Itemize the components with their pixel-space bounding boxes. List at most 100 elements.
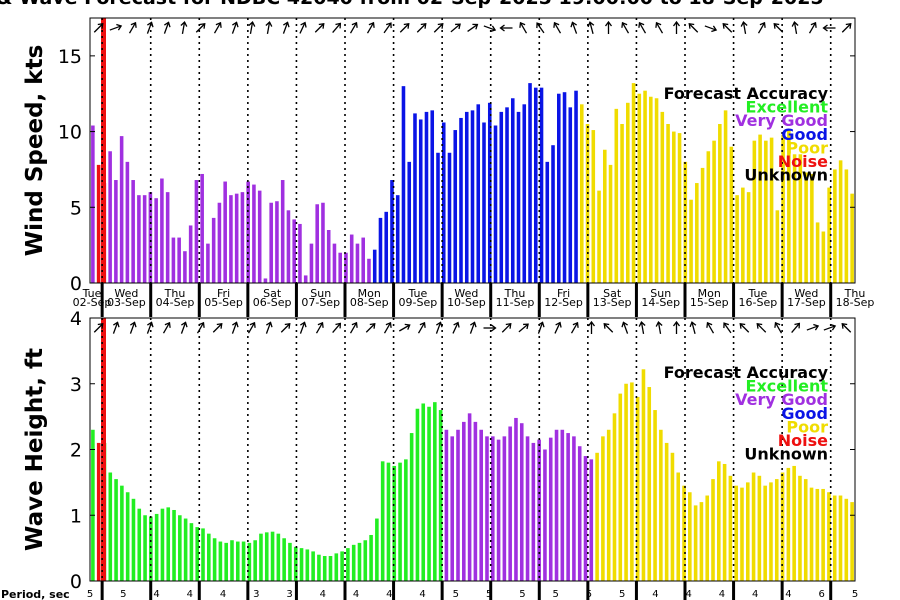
- bar-wave: [91, 429, 95, 581]
- bar-wind: [395, 195, 400, 283]
- day-label-date: 06-Sep: [253, 296, 292, 309]
- period-labels: 5 5 4 4 4 3 3 4 4 4 4 5 5 5 5 5 5 4 4 4 4 4 6 5: [87, 589, 858, 600]
- day-label-dow: Mon: [698, 287, 721, 300]
- bar-wave: [195, 527, 200, 581]
- bar-wave: [682, 485, 686, 581]
- bar-wind: [689, 199, 693, 283]
- direction-arrow: [282, 21, 290, 34]
- day-label-date: 09-Sep: [399, 296, 438, 309]
- direction-arrow: [587, 21, 595, 34]
- direction-arrow: [399, 22, 410, 33]
- noise-marker-wind: [101, 18, 106, 283]
- direction-arrow: [332, 322, 342, 334]
- bar-wind: [539, 87, 544, 283]
- legend-item: Noise: [778, 152, 828, 171]
- legend-item: Unknown: [744, 166, 828, 185]
- bar-wave: [259, 533, 263, 581]
- bar-wind: [384, 211, 389, 283]
- direction-arrow: [180, 321, 188, 334]
- day-label-date: 03-Sep: [107, 296, 146, 309]
- bar-wave: [120, 485, 124, 581]
- day-label-date: 18-Sep: [836, 296, 875, 309]
- bar-wave: [490, 436, 495, 581]
- bar-wind: [246, 181, 250, 283]
- direction-arrow: [180, 21, 188, 35]
- bar-wave: [473, 421, 478, 581]
- period-value: 4: [220, 589, 226, 600]
- legend-item: Unknown: [744, 445, 828, 464]
- bar-wave: [415, 408, 420, 581]
- bar-wave: [815, 488, 820, 581]
- bar-wave: [160, 508, 165, 581]
- bar-wave: [264, 532, 269, 581]
- direction-arrow: [499, 24, 513, 32]
- direction-arrow: [638, 21, 647, 34]
- bar-wind: [91, 125, 95, 283]
- direction-arrow: [603, 322, 614, 333]
- direction-arrow: [265, 321, 273, 334]
- direction-arrow: [587, 320, 596, 334]
- bar-wind: [643, 90, 647, 283]
- direction-arrow: [536, 22, 545, 34]
- bar-wave: [369, 534, 373, 581]
- bar-wave: [531, 442, 536, 581]
- bar-wind: [752, 140, 757, 283]
- direction-arrow: [688, 22, 699, 33]
- bar-wind: [211, 217, 216, 283]
- bar-wind: [677, 133, 682, 283]
- direction-arrow: [452, 321, 460, 334]
- bar-wind: [660, 111, 665, 283]
- bar-wind: [200, 173, 204, 283]
- bar-wind: [177, 237, 181, 283]
- period-value: 4: [785, 589, 791, 600]
- bar-wind: [280, 180, 285, 283]
- bar-wave: [125, 492, 130, 581]
- bar-wind: [833, 169, 837, 283]
- bar-wind: [591, 130, 596, 283]
- bar-wind: [303, 275, 308, 283]
- bar-wind: [447, 152, 452, 283]
- bar-wind: [326, 230, 331, 283]
- direction-arrow: [366, 21, 375, 34]
- bar-wave: [207, 533, 211, 581]
- direction-arrow: [655, 21, 664, 34]
- period-value: 6: [819, 589, 825, 600]
- day-label-dow: Sat: [263, 287, 282, 300]
- bar-wave: [850, 502, 854, 581]
- bar-wave: [322, 556, 327, 581]
- bar-wave: [664, 442, 669, 581]
- bar-wave: [803, 479, 808, 581]
- direction-arrow: [689, 321, 697, 334]
- bar-wave: [276, 533, 281, 581]
- direction-arrow: [212, 322, 223, 333]
- bar-wind: [476, 104, 481, 283]
- bar-wave: [456, 429, 460, 581]
- chart-title: & Wave Forecast for NDBC 42040 from 02-S…: [0, 0, 824, 9]
- bar-wind: [787, 130, 791, 283]
- direction-arrow: [757, 21, 766, 34]
- bar-wave: [172, 509, 176, 581]
- bar-wave: [618, 393, 623, 581]
- bar-wind: [315, 204, 319, 283]
- bar-wind: [729, 146, 734, 283]
- direction-arrow: [383, 22, 392, 34]
- day-label-dow: Tue: [747, 287, 767, 300]
- bar-wave: [351, 544, 356, 581]
- ytick-label: 15: [58, 46, 82, 68]
- bar-wind: [574, 90, 578, 283]
- bar-wind: [764, 140, 768, 283]
- bar-wave: [774, 479, 779, 581]
- bar-wave: [572, 436, 576, 581]
- day-label-date: 12-Sep: [544, 296, 583, 309]
- day-label-date: 08-Sep: [350, 296, 389, 309]
- bar-wave: [740, 487, 744, 581]
- direction-arrow: [621, 321, 629, 334]
- bar-wave: [380, 461, 385, 581]
- bar-wind: [844, 169, 849, 283]
- bar-wind: [838, 160, 843, 283]
- bar-wave: [189, 523, 194, 581]
- day-label-dow: Sat: [603, 287, 622, 300]
- bar-wave: [525, 436, 530, 581]
- bar-wind: [367, 258, 371, 283]
- bar-wave: [508, 426, 512, 581]
